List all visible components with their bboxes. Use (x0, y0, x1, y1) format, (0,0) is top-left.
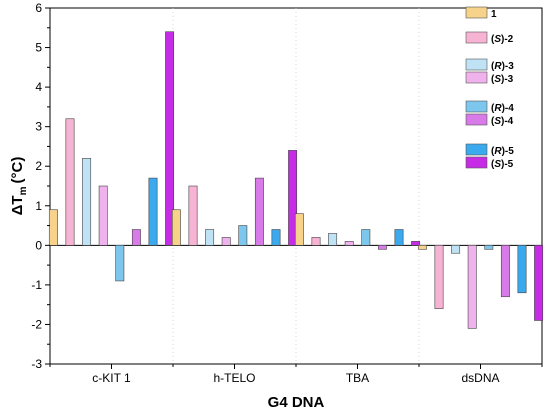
legend-swatch (465, 113, 488, 126)
bar (148, 177, 158, 246)
bar (82, 158, 92, 246)
bar (165, 31, 175, 246)
y-tick-label: 4 (35, 80, 42, 94)
y-tick-label: 0 (35, 238, 42, 252)
legend-label: (R)-4 (491, 103, 514, 114)
bar (238, 225, 248, 246)
x-axis-labels: c-KIT 1 h-TELO TBA dsDNA (49, 364, 543, 385)
legend-label: (R)-5 (491, 146, 514, 157)
y-axis-title-main: ΔT (9, 195, 26, 215)
y-axis-title-sub: m (18, 186, 29, 195)
bar (288, 150, 298, 246)
bar (48, 209, 58, 246)
bar (417, 245, 427, 250)
legend-swatch (465, 6, 488, 19)
bar (271, 229, 281, 246)
bar (221, 237, 231, 246)
y-tick-label: -3 (31, 357, 42, 371)
y-tick-label: -1 (31, 278, 42, 292)
legend-label: (S)-2 (491, 34, 514, 45)
bar (434, 245, 444, 309)
bar (377, 245, 387, 250)
legend-label: (S)-4 (491, 116, 514, 127)
y-axis-title-unit: (°C) (9, 157, 26, 184)
bar (361, 229, 371, 246)
legend-label: (S)-5 (491, 159, 514, 170)
y-axis-ticks: -3 -2 -1 0 1 2 3 4 5 6 (31, 1, 50, 371)
bar (205, 229, 215, 246)
x-tick-label: dsDNA (461, 371, 499, 385)
y-tick-label: 6 (35, 1, 42, 15)
bar (254, 177, 264, 246)
bar (411, 241, 421, 246)
legend-swatch (465, 31, 488, 44)
legend-swatch (465, 58, 488, 71)
bar (65, 118, 75, 246)
y-tick-label: 2 (35, 159, 42, 173)
x-tick-label: h-TELO (213, 371, 255, 385)
y-tick-label: 1 (35, 199, 42, 213)
plot-area: -3 -2 -1 0 1 2 3 4 5 6 c-KIT 1 h-TELO TBA dsDNA (31, 1, 544, 385)
x-axis-title: G4 DNA (268, 394, 325, 411)
legend-label: 1 (491, 9, 497, 20)
y-axis-title: ΔTm (°C) (9, 157, 29, 216)
y-tick-label: -2 (31, 317, 42, 331)
legend-swatch (465, 71, 488, 84)
x-tick-label: c-KIT 1 (92, 371, 131, 385)
legend-swatch (465, 100, 488, 113)
bar (500, 245, 510, 298)
bar (451, 245, 461, 254)
legend-label: (S)-3 (491, 74, 514, 85)
y-tick-label: 3 (35, 120, 42, 134)
bar (517, 245, 527, 294)
x-tick-label: TBA (346, 371, 369, 385)
bar (131, 229, 141, 246)
legend-swatch (465, 156, 488, 169)
bar (484, 245, 494, 250)
bar (328, 233, 338, 246)
bar (171, 209, 181, 246)
legend-swatch (465, 143, 488, 156)
bar (344, 241, 354, 246)
bar (188, 185, 198, 246)
y-tick-label: 5 (35, 41, 42, 55)
bar (98, 185, 108, 246)
bar (467, 245, 477, 329)
bar (294, 213, 304, 246)
legend: 1 (S)-2 (R)-3 (S)-3 (R)-4 (S)-4 (R)-5 (S)-5 (465, 6, 514, 170)
bar (394, 229, 404, 246)
legend-label: (R)-3 (491, 61, 514, 72)
bars (48, 31, 544, 329)
bar (311, 237, 321, 246)
bar (115, 245, 125, 282)
category-separators (172, 8, 420, 364)
bar (534, 245, 544, 321)
